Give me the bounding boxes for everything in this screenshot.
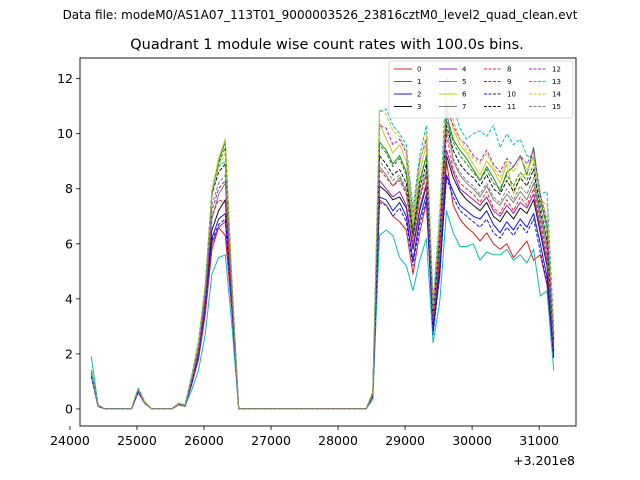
legend-label: 6 [462,91,467,99]
y-tick-label: 4 [65,291,73,306]
x-tick-label: 24000 [50,433,90,448]
series-line-15 [90,127,555,410]
legend-label: 13 [552,78,561,86]
series-line-12 [90,108,555,410]
x-tick-label: 27000 [251,433,291,448]
legend-label: 5 [462,78,466,86]
y-tick-label: 2 [65,346,73,361]
legend-label: 3 [417,103,421,111]
chart-title: Quadrant 1 module wise count rates with … [130,37,524,53]
legend-label: 11 [507,103,516,111]
y-tick-label: 6 [65,236,73,251]
legend-label: 14 [552,91,561,99]
legend-label: 0 [417,66,421,74]
legend-label: 15 [552,103,561,111]
legend-label: 12 [552,66,561,74]
legend-label: 10 [507,91,516,99]
axes-frame [79,57,577,427]
legend-label: 7 [462,103,466,111]
legend-label: 8 [507,66,511,74]
legend-box [388,60,574,119]
y-tick-label: 8 [65,181,73,196]
x-tick-label: 28000 [318,433,358,448]
x-tick-label: 26000 [184,433,224,448]
axis-ticks: 24000 25000 26000 27000 28000 29000 30000 31000… [50,71,559,448]
x-tick-label: 25000 [117,433,157,448]
x-tick-label: 31000 [519,433,559,448]
y-tick-label: 12 [57,71,73,86]
plot-area [90,75,555,410]
x-tick-label: 30000 [452,433,492,448]
legend-label: 9 [507,78,511,86]
legend-label: 4 [462,66,467,74]
x-tick-label: 29000 [385,433,425,448]
y-tick-label: 0 [65,401,73,416]
data-file-suptitle: Data file: modeM0/AS1A07_113T01_90000035… [63,8,578,22]
x-axis-offset-label: +3.201e8 [513,453,575,468]
y-tick-label: 10 [57,126,73,141]
legend-label: 1 [417,78,421,86]
legend-label: 2 [417,91,421,99]
